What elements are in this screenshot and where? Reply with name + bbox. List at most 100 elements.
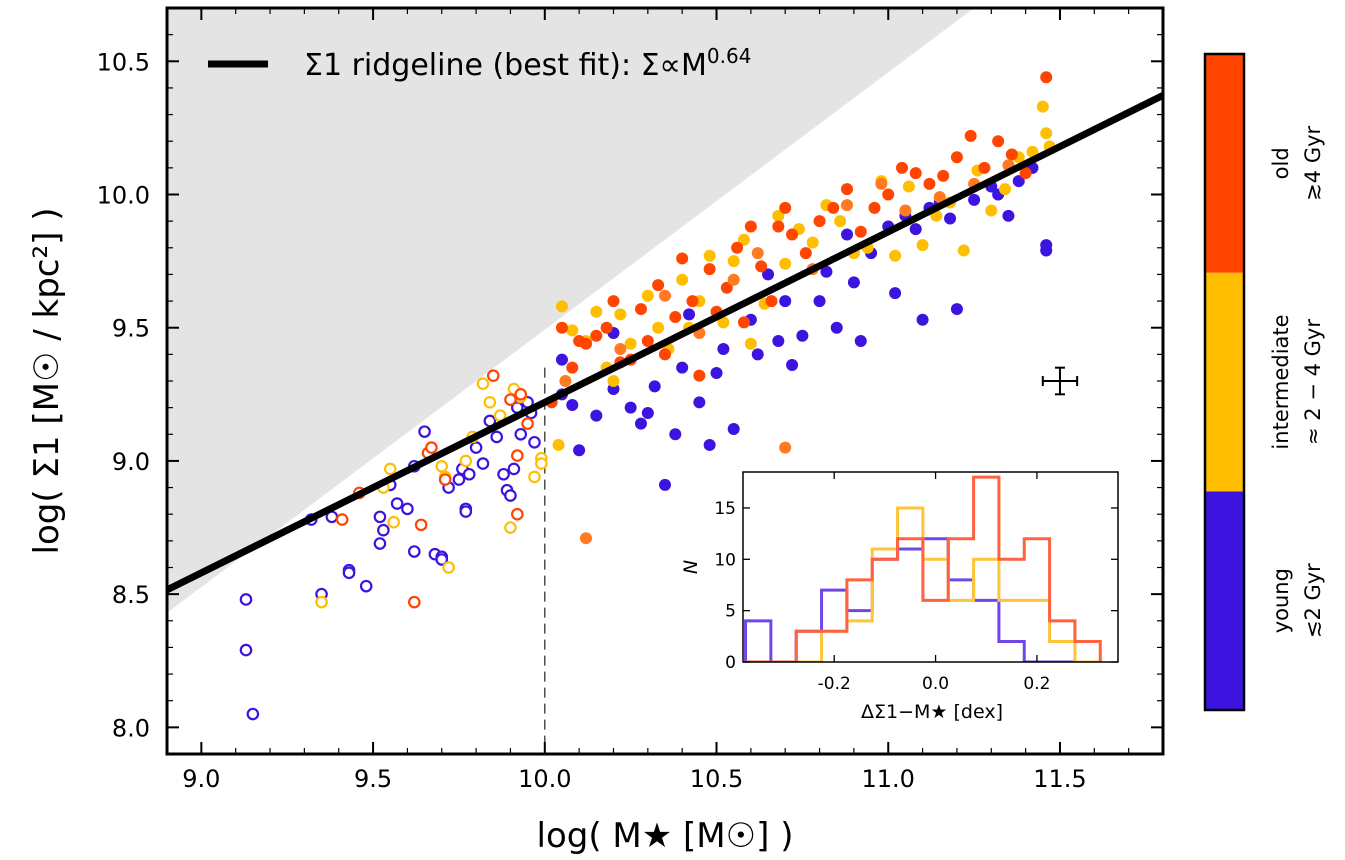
- inset-x-title: ΔΣ1−M★ [dex]: [861, 701, 1003, 723]
- old-filled-point: [744, 220, 757, 233]
- colorbar-sublabel-young: ≲2 Gyr: [1301, 563, 1325, 638]
- young-open-point: [377, 523, 390, 537]
- old-open-point: [425, 441, 438, 454]
- colorbar-young: [1205, 491, 1244, 710]
- intermediate-filled-point: [1040, 127, 1053, 140]
- young-filled-point: [1040, 239, 1053, 252]
- intermediate-open-point: [383, 462, 397, 476]
- young-filled-point: [555, 353, 568, 366]
- young-filled-point: [669, 428, 682, 441]
- intermediate-filled-point: [717, 316, 730, 329]
- intermediate-filled-point: [590, 305, 603, 318]
- colorbar-sublabel-intermediate: ≈ 2 − 4 Gyr: [1301, 319, 1325, 445]
- young-filled-point: [693, 396, 706, 409]
- young-open-point: [490, 430, 504, 444]
- intermediate-filled-point: [916, 239, 929, 252]
- young-filled-point: [624, 401, 637, 414]
- old-filled-point: [686, 295, 699, 308]
- young-filled-point: [889, 287, 902, 300]
- intermediate-filled-point: [889, 249, 902, 262]
- young-filled-point: [847, 276, 860, 289]
- young-filled-point: [762, 268, 775, 281]
- intermediate-filled-point: [552, 438, 565, 451]
- inset-x-tick-label: 0.0: [922, 674, 949, 694]
- y-axis-title: log( Σ1 [M☉ / kpc²] ): [27, 208, 67, 555]
- old-filled-point: [799, 247, 812, 260]
- intermediate-filled-point: [566, 324, 579, 337]
- old-filled-point: [765, 295, 778, 308]
- young-open-point: [390, 497, 404, 510]
- young-filled-point: [779, 295, 792, 308]
- intermediate-filled-point: [744, 337, 757, 350]
- old-filled-point: [669, 311, 682, 324]
- y-tick-label: 8.5: [112, 581, 150, 609]
- old-filled-point: [827, 201, 840, 214]
- young-filled-point: [968, 193, 981, 206]
- y-tick-label: 8.0: [112, 714, 150, 742]
- young-filled-point: [634, 417, 647, 430]
- young-open-point: [462, 467, 476, 481]
- intermediate-filled-point: [555, 300, 568, 313]
- young-filled-point: [796, 329, 809, 342]
- old-filled-point: [779, 201, 792, 214]
- old-filled-point: [854, 225, 867, 238]
- mid-old-filled-point: [559, 375, 572, 387]
- intermediate-filled-point: [902, 180, 915, 193]
- young-open-point: [504, 489, 517, 502]
- x-tick-label: 11.0: [862, 765, 915, 793]
- mid-old-filled-point: [899, 204, 912, 217]
- intermediate-filled-point: [806, 236, 819, 249]
- old-filled-point: [841, 183, 854, 196]
- x-axis: 9.0 9.5 10.0 10.5 11.0 11.5: [182, 8, 1130, 793]
- young-filled-point: [854, 335, 867, 348]
- colorbar-labels: young ≲2 Gyr intermediate ≈ 2 − 4 Gyr old ≳4 …: [1269, 125, 1325, 638]
- young-open-point: [373, 510, 387, 524]
- intermediate-filled-point: [737, 233, 750, 246]
- intermediate-filled-point: [676, 273, 689, 286]
- intermediate-filled-point: [1036, 100, 1049, 113]
- old-filled-point: [755, 260, 768, 273]
- young-filled-point: [683, 308, 696, 321]
- colorbar-label-young: young: [1269, 568, 1293, 633]
- mid-old-filled-point: [933, 191, 946, 204]
- old-open-point: [335, 513, 349, 526]
- young-filled-point: [703, 438, 716, 451]
- colorbar-label-old: old: [1269, 147, 1293, 179]
- old-filled-point: [992, 135, 1005, 148]
- young-filled-point: [573, 444, 586, 457]
- colorbar-old: [1205, 54, 1244, 273]
- intermediate-open-point: [476, 377, 490, 390]
- young-filled-point: [590, 409, 603, 422]
- young-open-point: [359, 579, 373, 593]
- young-filled-point: [676, 361, 689, 374]
- young-open-point: [342, 566, 356, 580]
- young-filled-point: [648, 380, 661, 393]
- young-open-point: [497, 467, 510, 481]
- y-tick-label: 10.5: [97, 48, 150, 76]
- young-open-point: [418, 425, 431, 438]
- x-tick-label: 9.5: [354, 765, 392, 793]
- old-open-point: [514, 388, 528, 401]
- young-filled-point: [1012, 175, 1025, 188]
- old-filled-point: [659, 348, 671, 361]
- legend-exponent: 0.64: [707, 44, 752, 68]
- old-filled-point: [923, 177, 936, 190]
- legend-text: Σ1 ridgeline (best fit): Σ∝M0.64: [304, 44, 751, 83]
- intermediate-open-point: [483, 396, 497, 409]
- old-filled-point: [600, 321, 613, 334]
- x-tick-label: 9.0: [182, 765, 220, 793]
- old-filled-point: [772, 220, 785, 233]
- old-filled-point: [634, 303, 647, 316]
- old-filled-point: [590, 329, 603, 342]
- y-tick-label: 10.0: [97, 182, 150, 210]
- x-tick-label: 10.0: [518, 765, 571, 793]
- intermediate-open-point: [387, 515, 400, 529]
- young-filled-point: [727, 422, 740, 435]
- young-open-point: [246, 707, 260, 721]
- inset-histogram: -0.2 0.0 0.2 0 5 10 15 ΔΣ1−M★ [dex] N: [680, 471, 1119, 723]
- inset-y-tick-label: 5: [725, 602, 736, 622]
- intermediate-open-point: [528, 470, 541, 484]
- old-filled-point: [1019, 167, 1032, 180]
- old-histogram: [745, 475, 1102, 662]
